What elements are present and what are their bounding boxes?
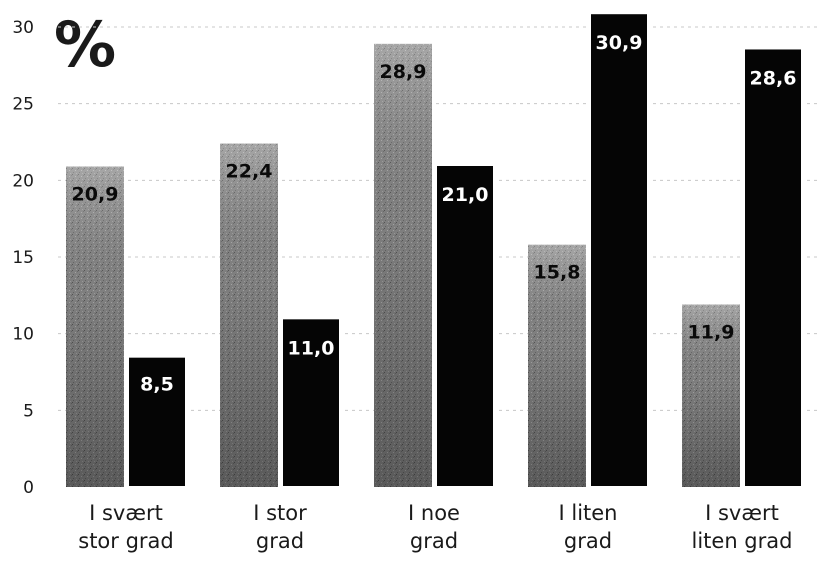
x-category-label: I liten [558,501,617,525]
y-tick-label: 15 [12,248,34,268]
data-label-series-1: 28,9 [380,61,427,83]
data-label-series-1: 22,4 [226,161,273,183]
y-tick-label: 10 [12,325,34,345]
y-unit-label: % [54,8,116,81]
data-label-series-2: 8,5 [140,374,174,396]
bar-shade [66,166,124,488]
bar-series-2 [435,164,495,488]
bar-shade [682,304,740,487]
data-label-series-2: 28,6 [750,67,797,89]
data-label-series-1: 11,9 [688,322,735,344]
bar-shade [528,244,586,487]
x-category-label: stor grad [78,529,174,553]
bar-series-2 [589,12,649,488]
x-category-label: grad [256,529,304,553]
y-tick-label: 20 [12,171,34,191]
x-category-label: I stor [253,501,307,525]
x-category-label: grad [564,529,612,553]
bar-series-2 [127,355,187,488]
y-tick-label: 25 [12,95,34,115]
data-label-series-1: 20,9 [72,184,119,206]
x-category-label: I svært [89,501,163,525]
bar-series-2 [281,317,341,489]
y-tick-label: 0 [23,478,34,498]
data-label-series-2: 21,0 [442,184,489,206]
bar-shade [220,143,278,488]
y-tick-label: 5 [23,401,34,421]
bar-series-2 [743,47,803,488]
data-label-series-2: 11,0 [288,337,335,359]
x-category-label: grad [410,529,458,553]
x-category-label: I noe [408,501,460,525]
x-category-label: I svært [705,501,779,525]
y-tick-label: 30 [12,18,34,38]
data-label-series-2: 30,9 [596,32,643,54]
data-label-series-1: 15,8 [534,262,581,284]
x-category-label: liten grad [692,529,793,553]
bar-shade [374,43,432,487]
